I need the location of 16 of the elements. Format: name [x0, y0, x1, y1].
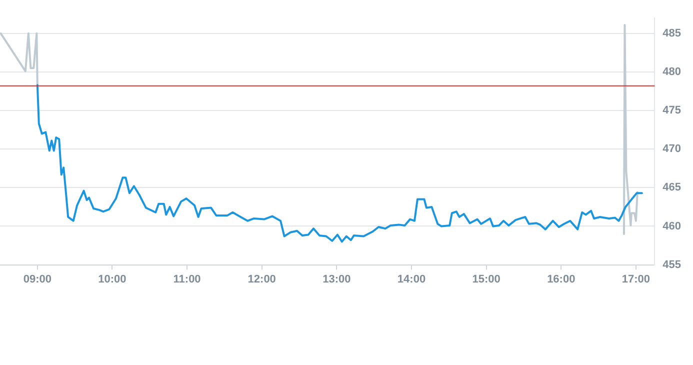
y-tick-label: 475 — [662, 104, 682, 117]
y-tick-label: 460 — [662, 220, 682, 232]
x-tick-label: 09:00 — [23, 273, 52, 286]
y-tick-label: 485 — [662, 27, 682, 40]
x-tick-label: 12:00 — [248, 273, 276, 286]
x-tick-label: 13:00 — [322, 273, 351, 286]
y-tick-label: 470 — [662, 143, 682, 156]
x-tick-label: 14:00 — [397, 273, 426, 286]
x-tick-label: 17:00 — [622, 273, 650, 286]
y-tick-label: 465 — [662, 182, 682, 194]
x-tick-label: 16:00 — [547, 273, 576, 286]
y-tick-label: 480 — [662, 66, 682, 78]
x-tick-label: 11:00 — [173, 273, 201, 286]
x-tick-label: 10:00 — [98, 273, 126, 286]
y-tick-label: 455 — [662, 258, 682, 271]
x-tick-label: 15:00 — [472, 273, 500, 286]
